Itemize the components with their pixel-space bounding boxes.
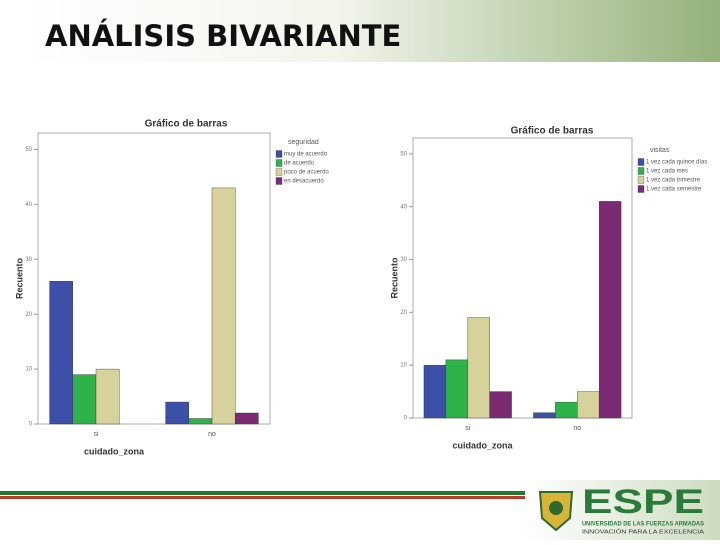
bar bbox=[445, 359, 468, 419]
bar bbox=[72, 374, 97, 425]
footer-line bbox=[0, 491, 525, 495]
bar bbox=[577, 391, 600, 419]
y-tick-label: 30 bbox=[25, 257, 32, 263]
university: UNIVERSIDAD DE LAS FUERZAS ARMADAS bbox=[582, 522, 704, 528]
legend-swatch bbox=[637, 185, 645, 193]
legend-swatch bbox=[637, 176, 645, 184]
footer-line bbox=[0, 496, 525, 499]
x-tick-label: si bbox=[465, 425, 471, 432]
legend-label: muy de acuerdo bbox=[284, 152, 328, 158]
chart-title: Gráfico de barras bbox=[145, 119, 228, 130]
legend-label: 1 vez cada semestre bbox=[646, 187, 702, 193]
bar bbox=[489, 391, 512, 419]
legend-label: en desacuerdo bbox=[284, 179, 324, 185]
legend-label: 1 vez cada quince días bbox=[646, 160, 707, 166]
bar bbox=[234, 412, 259, 425]
chart-title: Gráfico de barras bbox=[511, 126, 594, 137]
x-tick-label: no bbox=[573, 425, 581, 432]
legend-label: poco de acuerdo bbox=[284, 170, 329, 176]
y-tick-label: 40 bbox=[25, 202, 32, 208]
y-tick-label: 0 bbox=[29, 422, 33, 428]
legend-label: 1 vez cada trimestre bbox=[646, 178, 701, 184]
y-tick-label: 10 bbox=[25, 367, 32, 373]
legend-swatch bbox=[637, 167, 645, 175]
motto: INNOVACIÓN PARA LA EXCELENCIA bbox=[582, 528, 705, 535]
bar bbox=[165, 401, 190, 425]
y-axis-label: Recuento bbox=[14, 258, 24, 300]
legend-label: 1 vez cada mes bbox=[646, 169, 688, 175]
bar bbox=[188, 418, 213, 425]
brand: ESPE bbox=[582, 483, 704, 521]
x-tick-label: si bbox=[93, 431, 99, 438]
legend-label: de acuerdo bbox=[284, 161, 315, 167]
legend-title: visitas bbox=[650, 147, 670, 154]
y-axis-label: Recuento bbox=[389, 257, 399, 299]
bar bbox=[423, 364, 447, 419]
bar bbox=[533, 412, 556, 419]
bar bbox=[598, 201, 622, 419]
y-tick-label: 50 bbox=[25, 147, 32, 153]
bar bbox=[555, 401, 578, 419]
x-axis-label: cuidado_zona bbox=[452, 440, 513, 450]
legend-swatch bbox=[275, 159, 283, 167]
legend-swatch bbox=[637, 158, 645, 166]
logo-emblem bbox=[538, 491, 574, 532]
bar bbox=[467, 317, 490, 419]
y-tick-label: 0 bbox=[404, 416, 408, 422]
bar bbox=[95, 368, 120, 425]
bar bbox=[211, 187, 236, 425]
slide-title: ANÁLISIS BIVARIANTE bbox=[45, 19, 401, 53]
legend-swatch bbox=[275, 168, 283, 176]
bar bbox=[49, 281, 73, 425]
legend-title: seguridad bbox=[288, 139, 319, 146]
header-band bbox=[22, 0, 720, 62]
legend-swatch bbox=[275, 177, 283, 185]
y-tick-label: 10 bbox=[400, 363, 407, 369]
x-axis-label: cuidado_zona bbox=[84, 446, 145, 456]
x-tick-label: no bbox=[208, 431, 216, 438]
y-tick-label: 50 bbox=[400, 151, 407, 157]
legend-swatch bbox=[275, 150, 283, 158]
y-tick-label: 40 bbox=[400, 204, 407, 210]
y-tick-label: 30 bbox=[400, 257, 407, 263]
y-tick-label: 20 bbox=[25, 312, 32, 318]
y-tick-label: 20 bbox=[400, 310, 407, 316]
